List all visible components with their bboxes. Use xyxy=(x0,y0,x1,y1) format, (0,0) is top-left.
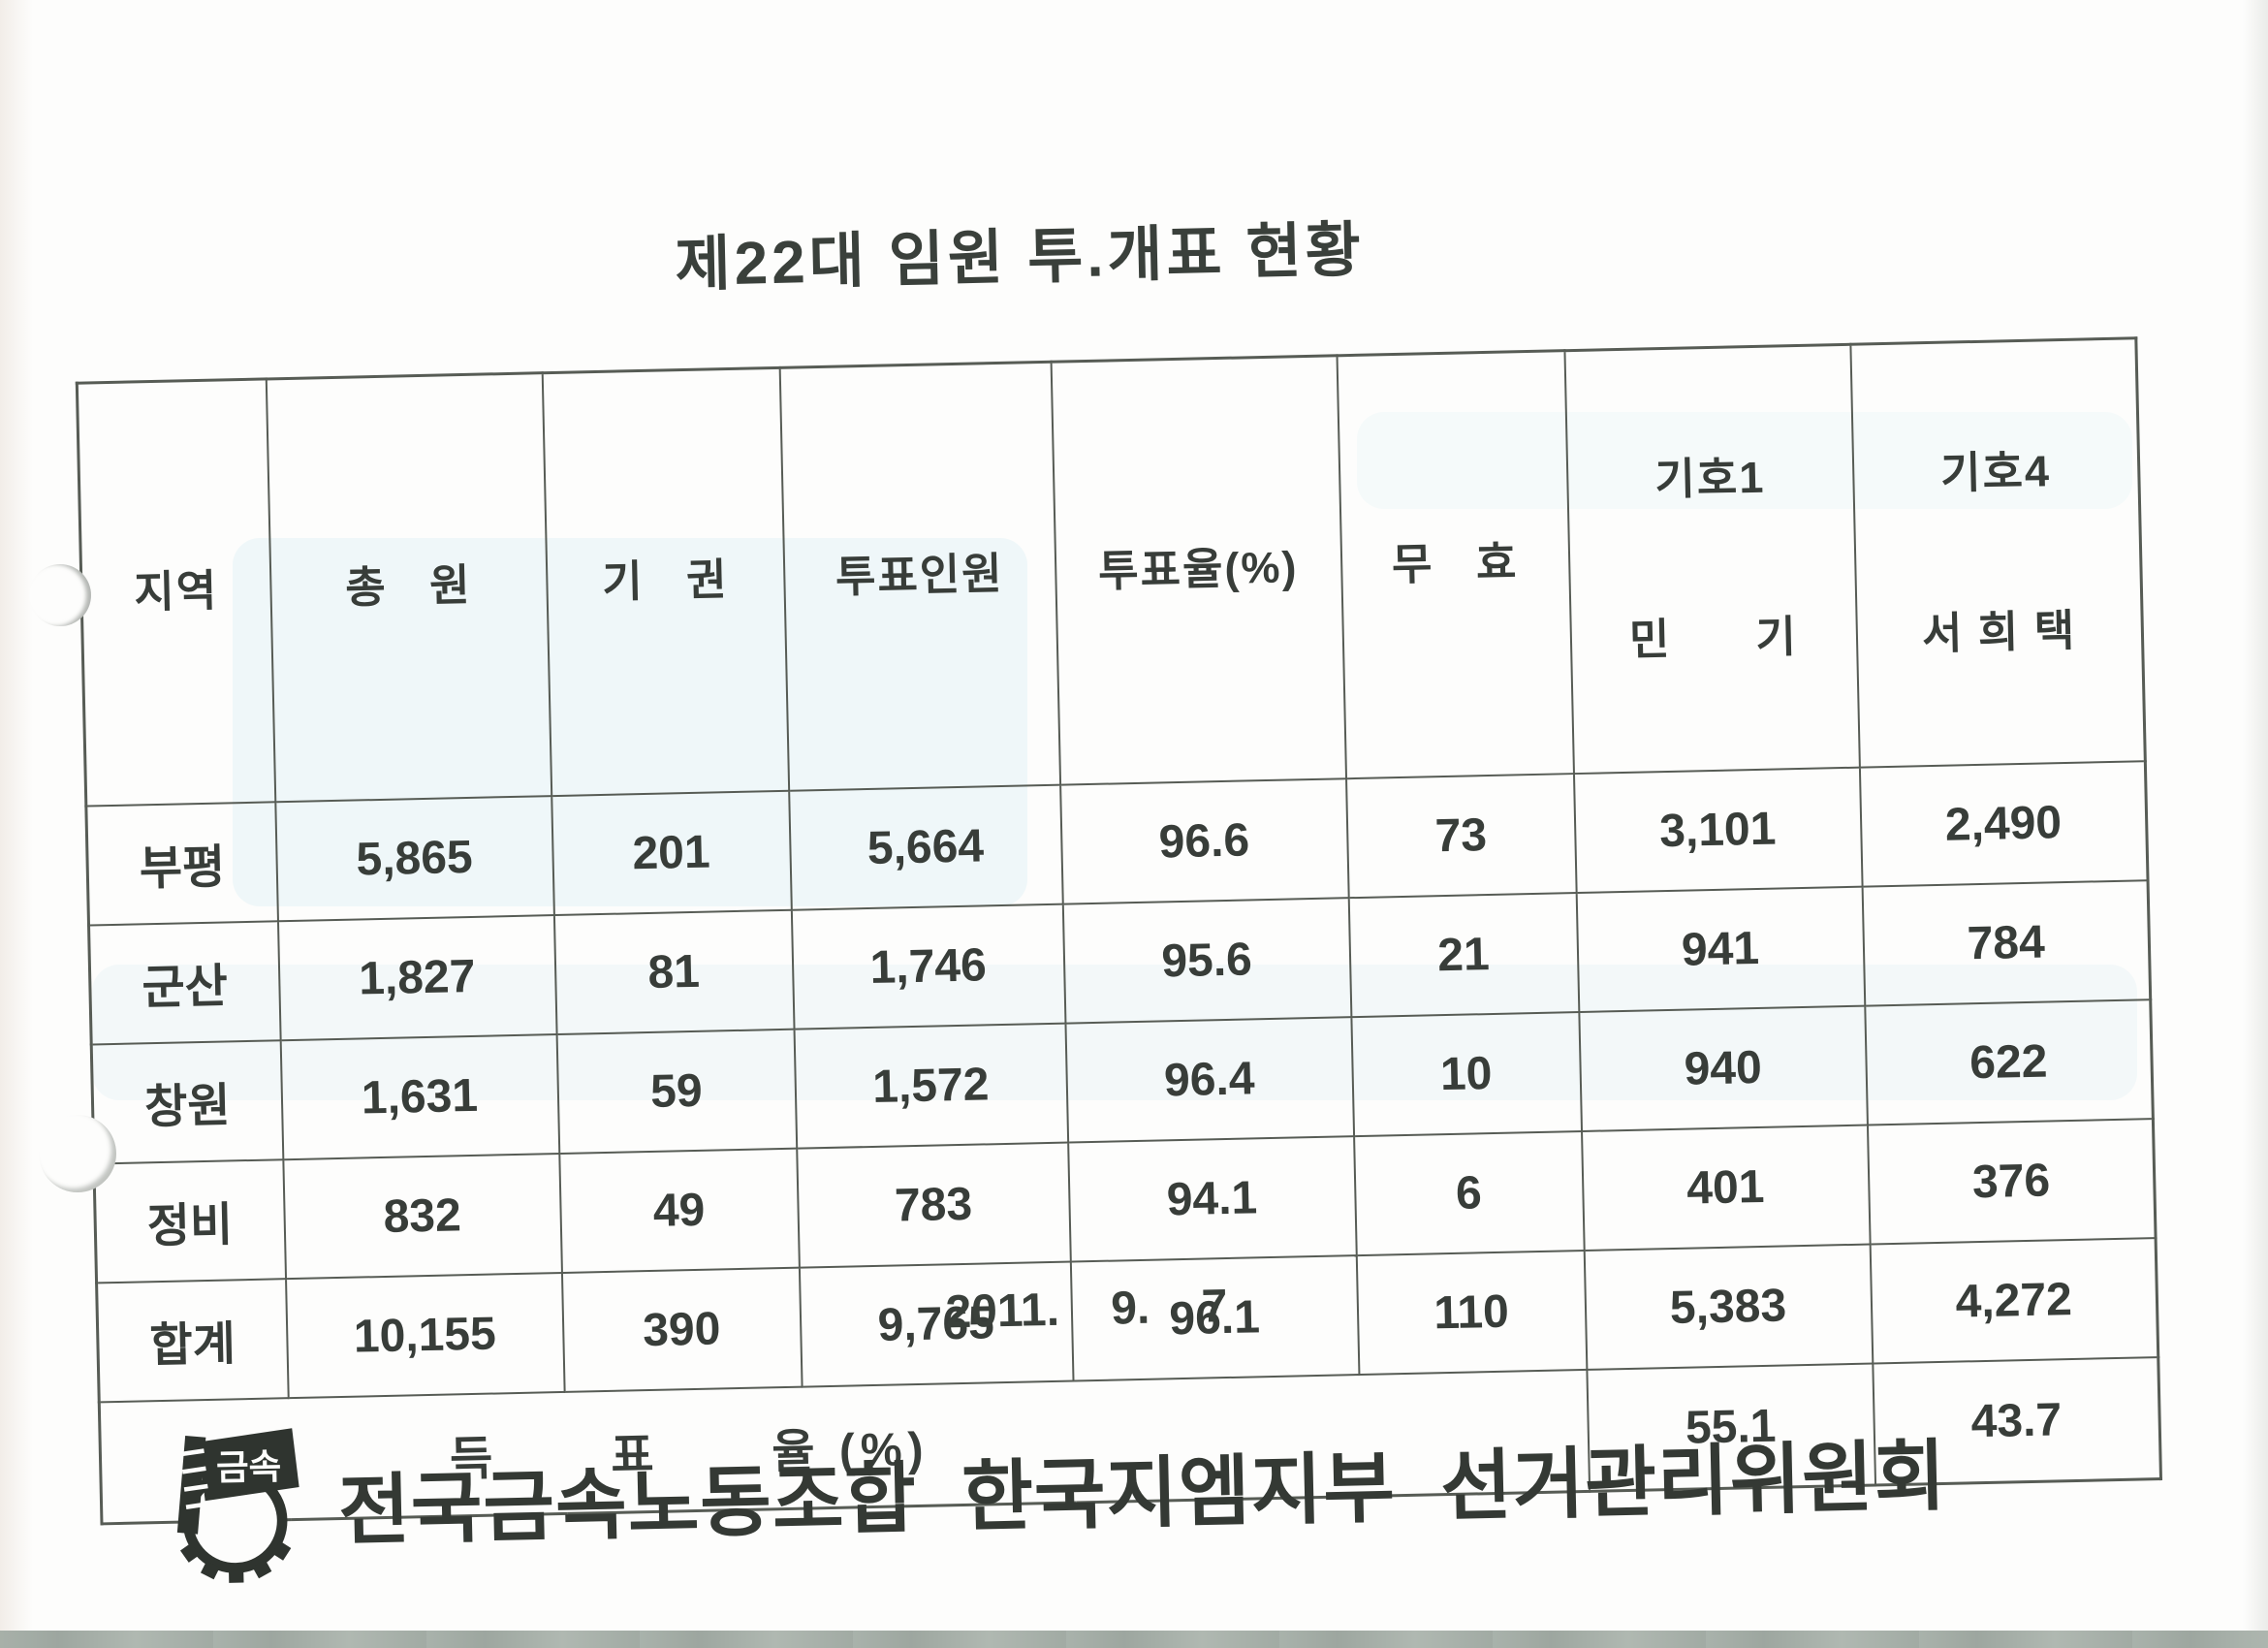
svg-text:금속: 금속 xyxy=(216,1446,282,1487)
cell-candidate4: 784 xyxy=(1862,879,2151,1006)
col-header-candidate1: 기호1 민 기 xyxy=(1563,344,1860,774)
col-header-turnout: 투표율(%) xyxy=(1051,355,1346,785)
page-title: 제22대 임원 투.개표 현황 xyxy=(674,216,1366,300)
cell-voters: 5,664 xyxy=(788,784,1063,910)
scan-right-edge-shadow xyxy=(2243,0,2268,1648)
col-header-abstention: 기 권 xyxy=(542,367,789,796)
cell-abstention: 49 xyxy=(558,1148,800,1273)
cell-voters: 1,572 xyxy=(794,1023,1068,1149)
cell-turnout: 94.1 xyxy=(1067,1135,1357,1262)
punch-hole xyxy=(39,1115,116,1192)
cell-voters: 1,746 xyxy=(791,903,1065,1030)
cell-region: 부평 xyxy=(85,801,278,926)
cell-candidate4: 622 xyxy=(1864,998,2154,1125)
col-header-total: 총 원 xyxy=(266,372,551,802)
col-header-voters: 투표인원 xyxy=(779,362,1060,791)
punch-hole xyxy=(29,564,91,626)
cell-candidate1: 3,101 xyxy=(1573,767,1863,893)
col-header-region: 지역 xyxy=(77,378,275,807)
cell-invalid: 21 xyxy=(1348,892,1579,1017)
scan-cyan-wash xyxy=(233,538,1027,906)
cell-total: 1,827 xyxy=(277,914,557,1040)
cell-region: 정비 xyxy=(93,1158,286,1283)
cell-turnout: 96.4 xyxy=(1064,1016,1354,1143)
cell-invalid: 6 xyxy=(1353,1130,1585,1255)
cell-candidate1: 940 xyxy=(1578,1005,1868,1131)
cell-abstention: 201 xyxy=(551,790,792,915)
cell-candidate1: 401 xyxy=(1581,1125,1871,1251)
scan-bottom-edge-strip xyxy=(0,1631,2268,1648)
cell-candidate4: 376 xyxy=(1867,1118,2157,1245)
footer: 금속 전국금속노동조합 한국지엠지부 선거관리위원회 xyxy=(156,1386,1948,1592)
cell-abstention: 59 xyxy=(556,1029,797,1154)
col-header-invalid: 무 효 xyxy=(1337,350,1574,778)
cell-invalid: 10 xyxy=(1350,1011,1582,1136)
cell-region: 군산 xyxy=(88,920,281,1045)
cell-total: 1,631 xyxy=(280,1033,559,1159)
footer-organization: 전국금속노동조합 한국지엠지부 선거관리위원회 xyxy=(337,1432,1948,1555)
metal-workers-union-logo-icon: 금속 xyxy=(176,1428,299,1583)
cell-abstention: 81 xyxy=(553,909,795,1034)
cell-candidate1: 941 xyxy=(1576,886,1865,1012)
cell-total: 5,865 xyxy=(274,795,554,921)
cell-total: 832 xyxy=(282,1153,562,1279)
cell-turnout: 96.6 xyxy=(1059,777,1349,904)
cell-region: 창원 xyxy=(91,1039,283,1163)
scan-cyan-wash xyxy=(1357,412,2132,509)
col-header-candidate4: 기호4 서 희 택 xyxy=(1849,337,2146,768)
cell-turnout: 95.6 xyxy=(1062,897,1351,1024)
cell-invalid: 73 xyxy=(1345,773,1577,898)
scan-cyan-wash xyxy=(92,965,2137,1100)
cell-voters: 783 xyxy=(796,1142,1071,1268)
cell-candidate4: 2,490 xyxy=(1859,760,2149,887)
scan-left-edge-tint xyxy=(0,0,33,1648)
header-row: 지역 총 원 기 권 투표인원 투표율(%) 무 효 기호1 민 기 기호4 서… xyxy=(77,337,2146,807)
